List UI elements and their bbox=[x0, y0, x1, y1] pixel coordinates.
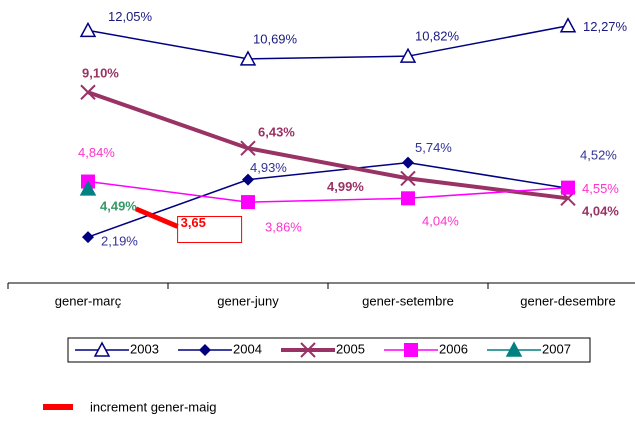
data-label: 4,93% bbox=[250, 160, 287, 175]
legend-label: 2006 bbox=[439, 341, 468, 356]
marker bbox=[404, 343, 418, 357]
marker bbox=[399, 47, 417, 63]
series-line bbox=[87, 161, 569, 238]
marker bbox=[561, 180, 575, 195]
x-tick-label: gener-desembre bbox=[520, 293, 615, 308]
marker bbox=[505, 341, 523, 357]
marker bbox=[79, 21, 97, 38]
marker bbox=[239, 50, 257, 66]
marker bbox=[79, 180, 97, 196]
x-tick-label: gener-setembre bbox=[362, 293, 454, 308]
legend-label: 2003 bbox=[130, 341, 159, 356]
x-tick-label: gener-març bbox=[55, 293, 122, 308]
series-line bbox=[87, 25, 569, 60]
legend-label: 2005 bbox=[336, 341, 365, 356]
data-label: 4,84% bbox=[78, 145, 115, 160]
marker bbox=[80, 84, 96, 100]
increment-box bbox=[177, 215, 243, 243]
marker bbox=[242, 173, 254, 186]
data-label: 2,19% bbox=[101, 234, 138, 249]
data-label: 10,69% bbox=[253, 31, 298, 46]
data-label: 3,86% bbox=[265, 220, 302, 235]
marker bbox=[240, 140, 256, 156]
marker bbox=[300, 342, 316, 358]
marker bbox=[199, 344, 211, 356]
increment-line bbox=[135, 206, 179, 229]
data-label: 6,43% bbox=[258, 125, 295, 140]
increment-label: 3,65 bbox=[181, 215, 206, 230]
marker bbox=[559, 17, 577, 33]
marker bbox=[402, 156, 414, 169]
marker bbox=[400, 170, 416, 187]
series-line bbox=[87, 180, 569, 203]
legend-label: 2007 bbox=[542, 341, 571, 356]
data-label: 10,82% bbox=[415, 29, 460, 44]
marker bbox=[82, 231, 94, 244]
data-label: 4,52% bbox=[580, 148, 617, 163]
legend-label: increment gener-maig bbox=[90, 399, 216, 414]
data-label: 4,99% bbox=[327, 179, 364, 194]
marker bbox=[401, 191, 415, 206]
data-label: 12,05% bbox=[108, 9, 153, 24]
data-label: 4,49% bbox=[100, 198, 137, 213]
marker bbox=[241, 195, 255, 210]
legend-label: 2004 bbox=[233, 341, 262, 356]
data-label: 4,55% bbox=[582, 181, 619, 196]
data-label: 5,74% bbox=[415, 140, 452, 155]
legend-swatch bbox=[43, 404, 73, 410]
marker bbox=[93, 341, 111, 357]
data-label: 12,27% bbox=[583, 19, 628, 34]
data-label: 9,10% bbox=[82, 66, 119, 81]
data-label: 4,04% bbox=[582, 204, 619, 219]
data-label: 4,04% bbox=[422, 214, 459, 229]
series-line bbox=[87, 90, 569, 201]
legend: 2003 2004 2005 2006 2007 bbox=[75, 341, 571, 358]
x-tick-label: gener-juny bbox=[217, 293, 279, 308]
